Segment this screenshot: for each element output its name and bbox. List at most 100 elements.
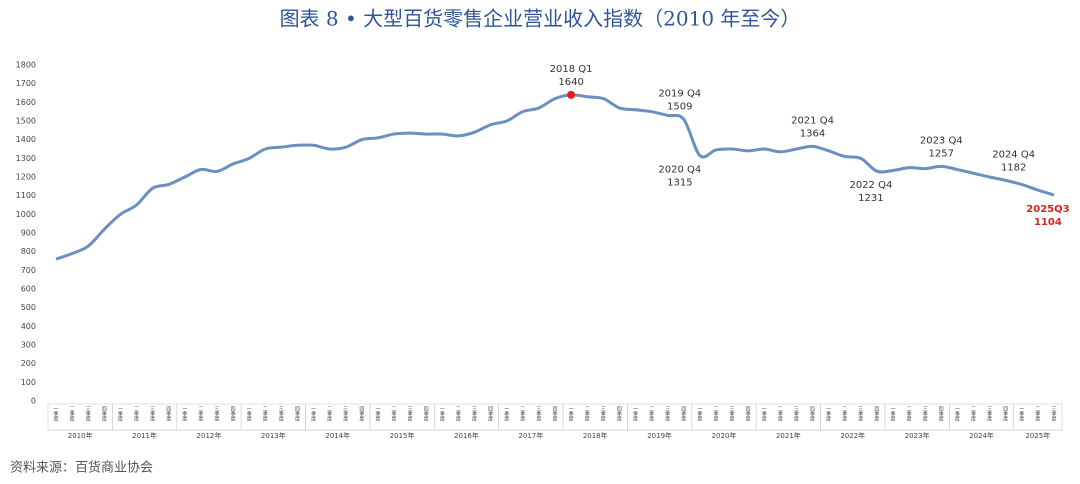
annotation-value: 1104 (1034, 217, 1062, 228)
x-tick-label: 三季度 (729, 406, 735, 422)
y-tick-label: 900 (21, 229, 36, 238)
year-label: 2018年 (583, 431, 608, 440)
year-label: 2023年 (905, 431, 930, 440)
x-tick-label: 一季度 (439, 406, 445, 422)
x-tick-label: 二季度 (777, 406, 783, 422)
x-tick-label: 一季度 (374, 406, 380, 422)
year-label: 2022年 (840, 431, 865, 440)
annotation-value: 1364 (800, 128, 825, 139)
y-tick-label: 200 (21, 359, 36, 368)
x-tick-label: 一季度 (632, 406, 638, 422)
x-tick-label: 一季度 (954, 406, 960, 422)
x-tick-label: 三季度 (922, 406, 928, 422)
x-tick-label: 四季度 (616, 406, 622, 422)
x-tick-label: 四季度 (294, 406, 300, 422)
annotation-label: 2024 Q4 (992, 149, 1035, 160)
x-tick-label: 三季度 (1050, 406, 1056, 422)
x-tick-label: 二季度 (197, 406, 203, 422)
y-tick-label: 1400 (16, 135, 36, 144)
annotation-value: 1257 (929, 148, 954, 159)
x-tick-label: 二季度 (970, 406, 976, 422)
annotation-value: 1315 (667, 178, 692, 189)
x-tick-label: 四季度 (165, 406, 171, 422)
year-label: 2016年 (454, 431, 479, 440)
x-tick-label: 四季度 (1002, 406, 1008, 422)
year-label: 2025年 (1025, 431, 1050, 440)
y-tick-label: 1200 (16, 173, 36, 182)
x-tick-label: 二季度 (1034, 406, 1040, 422)
x-tick-label: 二季度 (262, 406, 268, 422)
y-tick-label: 0 (31, 397, 36, 406)
y-tick-label: 800 (21, 247, 36, 256)
x-tick-label: 二季度 (455, 406, 461, 422)
x-tick-label: 二季度 (712, 406, 718, 422)
x-tick-label: 四季度 (423, 406, 429, 422)
x-tick-label: 四季度 (487, 406, 493, 422)
x-tick-label: 一季度 (696, 406, 702, 422)
annotation-label: 2020 Q4 (658, 165, 701, 176)
x-tick-label: 一季度 (246, 406, 252, 422)
x-tick-label: 三季度 (535, 406, 541, 422)
source-note: 资料来源：百货商业协会 (10, 460, 153, 476)
x-tick-label: 一季度 (568, 406, 574, 422)
x-tick-label: 一季度 (310, 406, 316, 422)
y-tick-label: 1500 (16, 117, 36, 126)
x-tick-label: 二季度 (326, 406, 332, 422)
x-tick-label: 三季度 (857, 406, 863, 422)
annotation-value: 1640 (558, 77, 583, 88)
x-tick-label: 三季度 (664, 406, 670, 422)
x-tick-label: 二季度 (391, 406, 397, 422)
x-tick-label: 二季度 (519, 406, 525, 422)
x-tick-label: 二季度 (906, 406, 912, 422)
x-tick-label: 一季度 (890, 406, 896, 422)
x-tick-label: 二季度 (841, 406, 847, 422)
x-tick-label: 四季度 (745, 406, 751, 422)
x-tick-label: 四季度 (101, 406, 107, 422)
annotation-label: 2025Q3 (1026, 204, 1069, 215)
x-tick-label: 一季度 (1018, 406, 1024, 422)
year-label: 2020年 (712, 431, 737, 440)
x-tick-label: 三季度 (986, 406, 992, 422)
x-tick-label: 四季度 (680, 406, 686, 422)
x-tick-label: 二季度 (69, 406, 75, 422)
x-tick-label: 四季度 (552, 406, 558, 422)
x-tick-label: 三季度 (407, 406, 413, 422)
x-tick-label: 三季度 (793, 406, 799, 422)
x-tick-label: 一季度 (761, 406, 767, 422)
x-tick-label: 二季度 (133, 406, 139, 422)
x-tick-label: 一季度 (825, 406, 831, 422)
x-tick-label: 二季度 (648, 406, 654, 422)
x-tick-label: 三季度 (600, 406, 606, 422)
year-label: 2012年 (197, 431, 222, 440)
x-tick-label: 三季度 (342, 406, 348, 422)
year-label: 2019年 (647, 431, 672, 440)
year-label: 2017年 (518, 431, 543, 440)
year-label: 2014年 (325, 431, 350, 440)
y-tick-label: 1100 (16, 191, 36, 200)
annotation-label: 2019 Q4 (658, 88, 701, 99)
peak-marker (567, 90, 576, 99)
x-tick-label: 一季度 (503, 406, 509, 422)
line-series (55, 93, 1055, 261)
x-tick-label: 四季度 (230, 406, 236, 422)
annotation-value: 1231 (858, 193, 883, 204)
year-label: 2013年 (261, 431, 286, 440)
x-tick-label: 二季度 (584, 406, 590, 422)
x-tick-label: 四季度 (873, 406, 879, 422)
y-tick-label: 1300 (16, 154, 36, 163)
x-tick-label: 一季度 (181, 406, 187, 422)
x-tick-label: 一季度 (53, 406, 59, 422)
annotation-label: 2018 Q1 (550, 64, 593, 75)
year-label: 2021年 (776, 431, 801, 440)
year-label: 2024年 (969, 431, 994, 440)
annotation-label: 2021 Q4 (791, 115, 834, 126)
y-tick-label: 1800 (16, 61, 36, 70)
year-label: 2015年 (390, 431, 415, 440)
year-label: 2010年 (68, 431, 93, 440)
x-tick-label: 三季度 (85, 406, 91, 422)
year-label: 2011年 (132, 431, 157, 440)
x-tick-label: 三季度 (149, 406, 155, 422)
annotation-value: 1182 (1001, 162, 1026, 173)
x-tick-label: 三季度 (214, 406, 220, 422)
